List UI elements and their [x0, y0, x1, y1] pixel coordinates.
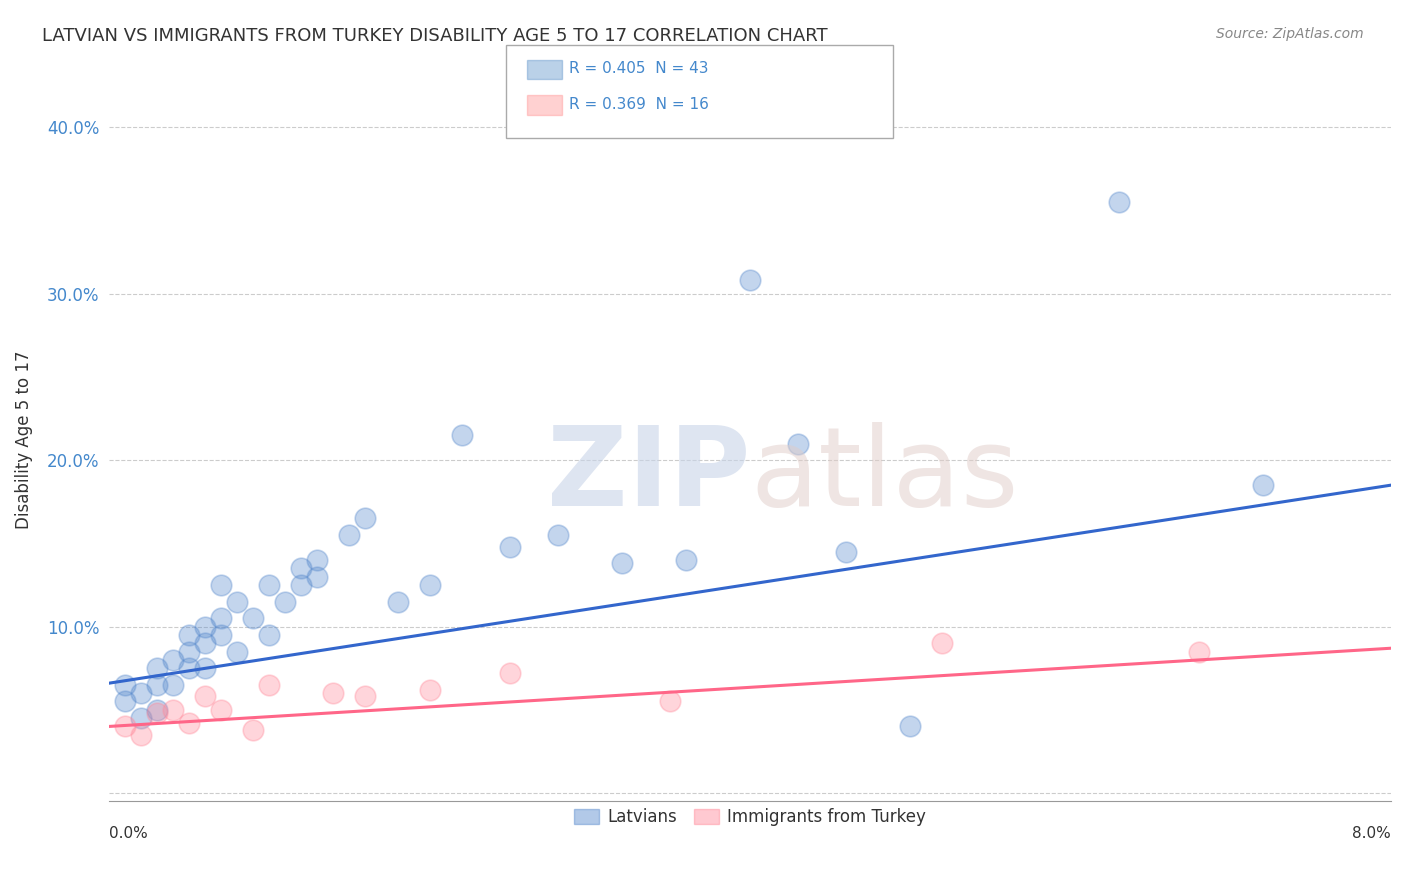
Text: 8.0%: 8.0% — [1353, 826, 1391, 841]
Text: ZIP: ZIP — [547, 422, 749, 529]
Point — [209, 703, 232, 717]
Text: R = 0.405  N = 43: R = 0.405 N = 43 — [569, 62, 709, 76]
Point — [499, 540, 522, 554]
Point — [179, 716, 201, 731]
Point — [307, 569, 329, 583]
Point — [419, 578, 441, 592]
Point — [675, 553, 697, 567]
Text: Source: ZipAtlas.com: Source: ZipAtlas.com — [1216, 27, 1364, 41]
Point — [226, 594, 249, 608]
Text: R = 0.369  N = 16: R = 0.369 N = 16 — [569, 97, 709, 112]
Point — [658, 694, 681, 708]
Point — [387, 594, 409, 608]
Point — [129, 686, 152, 700]
Point — [499, 666, 522, 681]
Point — [162, 703, 184, 717]
Point — [179, 644, 201, 658]
Point — [194, 661, 217, 675]
Point — [1251, 478, 1274, 492]
Point — [242, 723, 264, 737]
Point — [1188, 644, 1211, 658]
Point — [114, 694, 136, 708]
Point — [146, 706, 169, 720]
Text: atlas: atlas — [749, 422, 1018, 529]
Text: LATVIAN VS IMMIGRANTS FROM TURKEY DISABILITY AGE 5 TO 17 CORRELATION CHART: LATVIAN VS IMMIGRANTS FROM TURKEY DISABI… — [42, 27, 828, 45]
Point — [114, 678, 136, 692]
Point — [290, 578, 312, 592]
Point — [322, 686, 344, 700]
Point — [226, 644, 249, 658]
Point — [274, 594, 297, 608]
Point — [194, 636, 217, 650]
Point — [209, 628, 232, 642]
Legend: Latvians, Immigrants from Turkey: Latvians, Immigrants from Turkey — [568, 802, 932, 833]
Point — [162, 653, 184, 667]
Point — [1108, 195, 1130, 210]
Point — [179, 661, 201, 675]
Point — [209, 611, 232, 625]
Point — [354, 690, 377, 704]
Point — [307, 553, 329, 567]
Point — [419, 682, 441, 697]
Point — [179, 628, 201, 642]
Point — [209, 578, 232, 592]
Point — [146, 678, 169, 692]
Y-axis label: Disability Age 5 to 17: Disability Age 5 to 17 — [15, 351, 32, 529]
Point — [354, 511, 377, 525]
Point — [610, 557, 633, 571]
Point — [738, 273, 761, 287]
Point — [194, 690, 217, 704]
Point — [146, 661, 169, 675]
Point — [931, 636, 953, 650]
Text: 0.0%: 0.0% — [110, 826, 148, 841]
Point — [898, 719, 921, 733]
Point — [162, 678, 184, 692]
Point — [259, 628, 281, 642]
Point — [787, 436, 810, 450]
Point — [242, 611, 264, 625]
Point — [290, 561, 312, 575]
Point — [114, 719, 136, 733]
Point — [194, 619, 217, 633]
Point — [259, 678, 281, 692]
Point — [835, 545, 858, 559]
Point — [450, 428, 472, 442]
Point — [547, 528, 569, 542]
Point — [146, 703, 169, 717]
Point — [339, 528, 361, 542]
Point — [129, 728, 152, 742]
Point — [129, 711, 152, 725]
Point — [259, 578, 281, 592]
